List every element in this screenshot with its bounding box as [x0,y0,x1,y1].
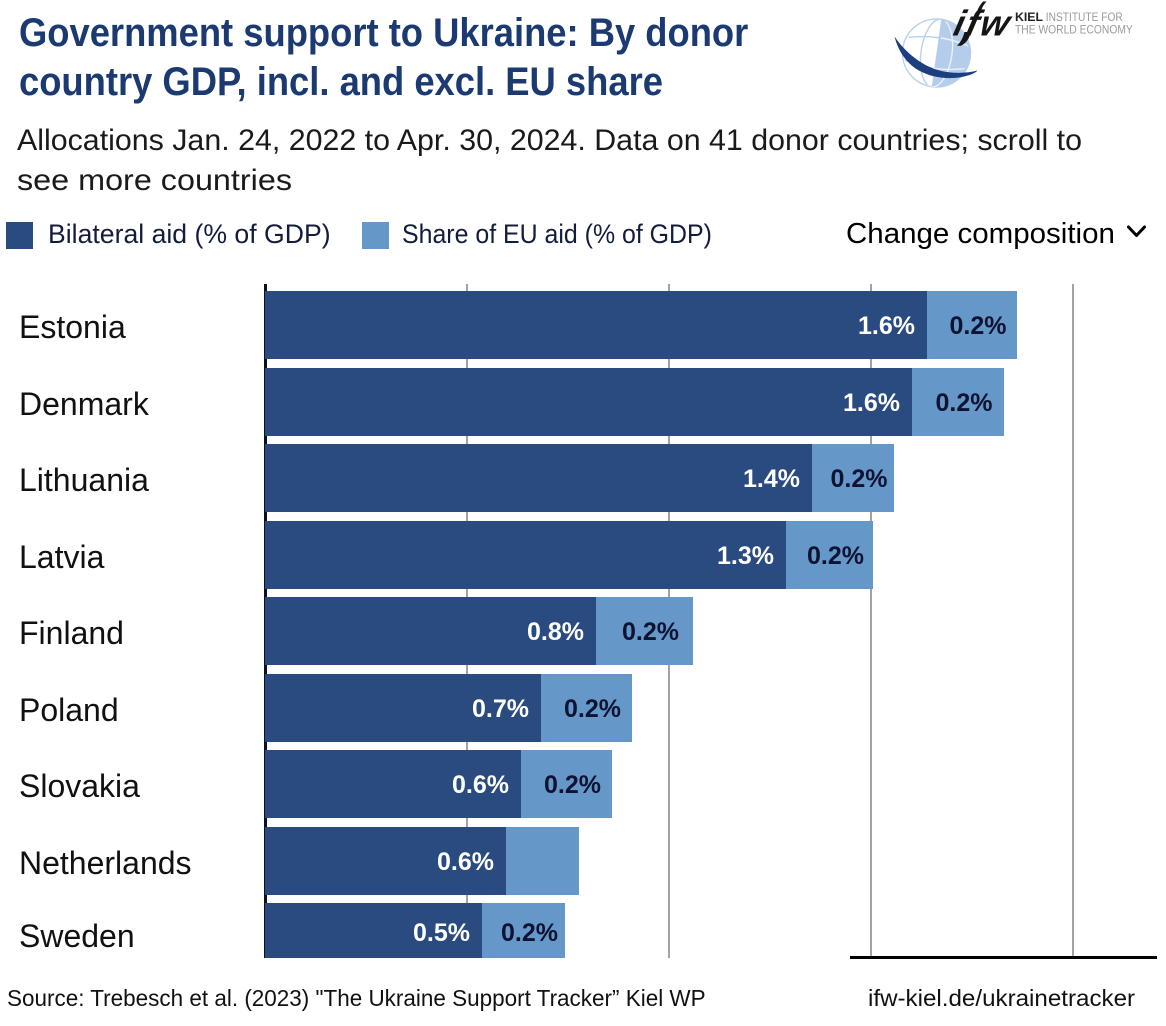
svg-text:KIEL: KIEL [1015,10,1043,24]
svg-text:ifw: ifw [950,3,1016,43]
svg-text:INSTITUTE FOR: INSTITUTE FOR [1046,11,1123,24]
svg-text:THE WORLD ECONOMY: THE WORLD ECONOMY [1015,24,1133,37]
